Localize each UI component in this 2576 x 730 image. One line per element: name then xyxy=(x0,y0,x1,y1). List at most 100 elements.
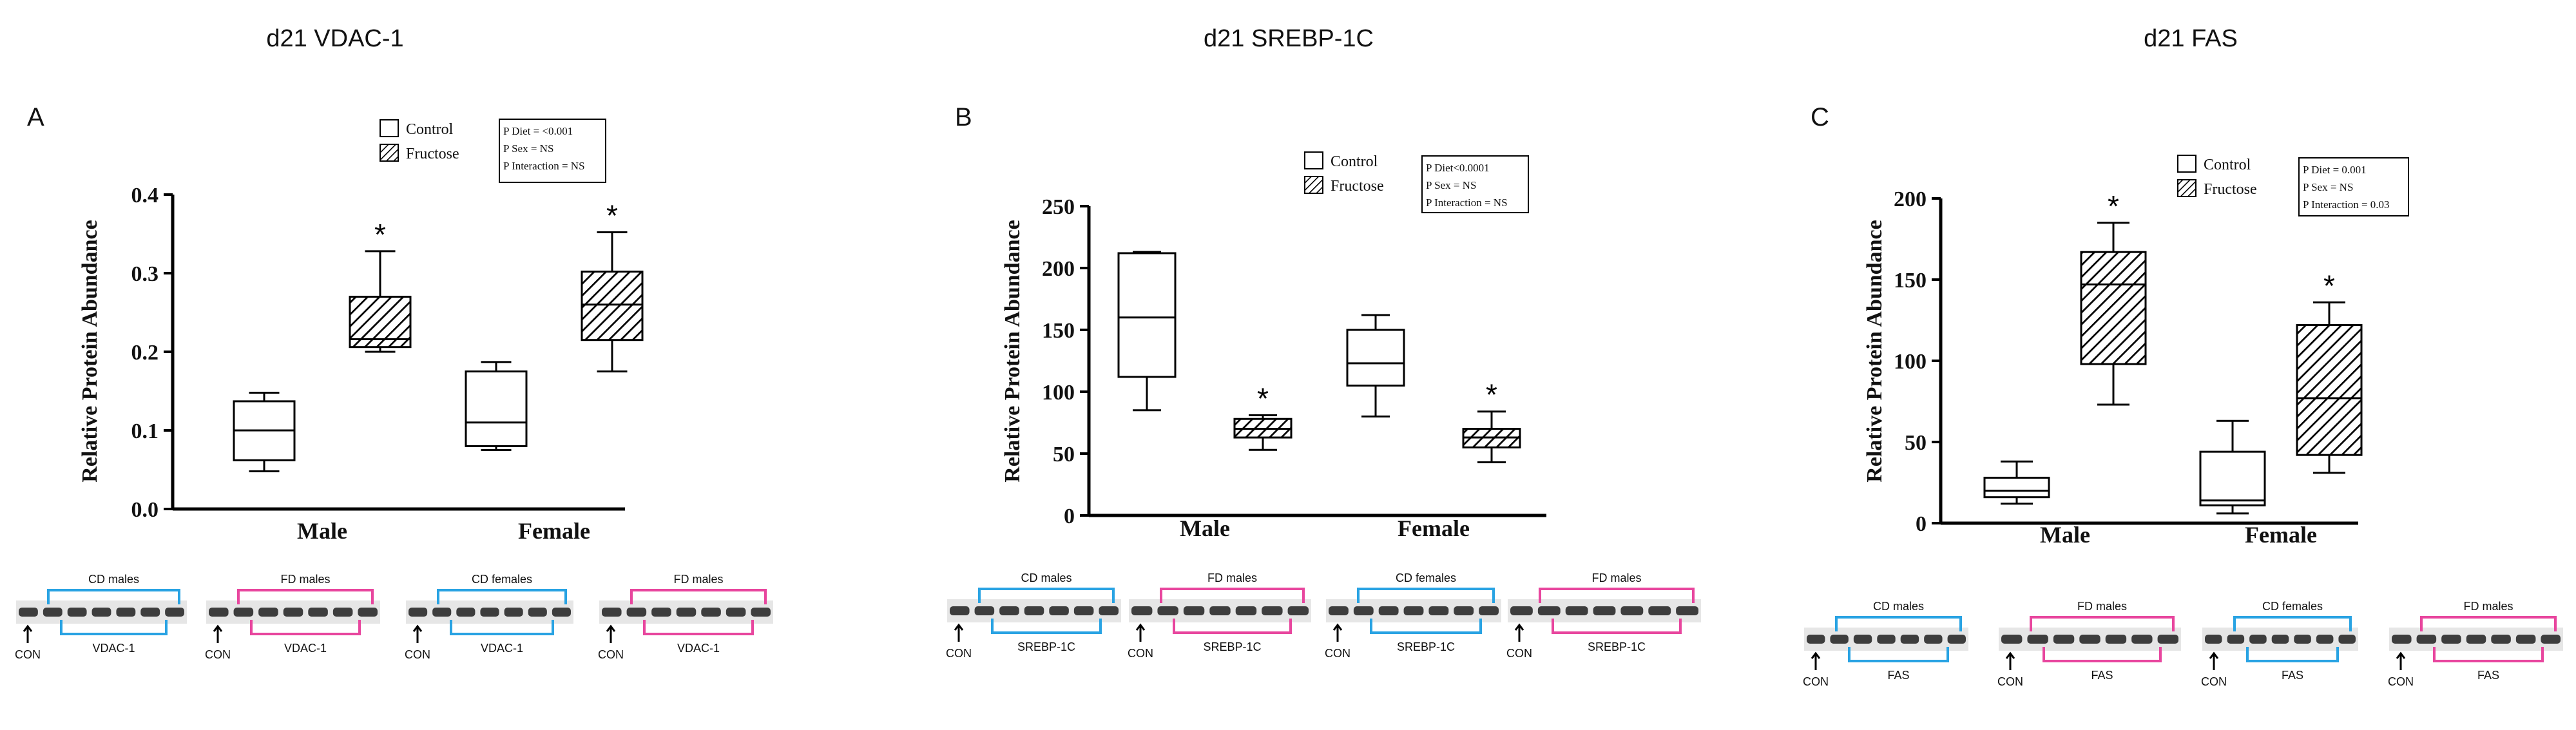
x-category-label: Male xyxy=(297,518,347,544)
blot-band xyxy=(91,608,111,617)
group-bracket-bottom xyxy=(2433,647,2544,662)
blot-band xyxy=(358,608,378,617)
up-arrow-icon xyxy=(606,624,616,643)
stats-line: P Diet<0.0001 xyxy=(1426,162,1490,174)
y-tick-label: 150 xyxy=(1042,319,1075,343)
y-tick-label: 0.4 xyxy=(131,184,159,207)
group-label: CD females xyxy=(1396,572,1456,584)
blot-band xyxy=(1830,635,1849,644)
y-tick-label: 50 xyxy=(1905,431,1927,455)
western-blot-strip: FD males SREBP-1C CON xyxy=(1128,572,1311,660)
y-tick-label: 200 xyxy=(1042,257,1075,281)
stats-line: P Sex = NS xyxy=(503,142,553,155)
y-tick-label: 250 xyxy=(1042,195,1075,219)
blot-band xyxy=(1648,606,1671,615)
blot-band xyxy=(2466,635,2486,644)
legend-label: Control xyxy=(2204,157,2251,173)
group-bracket-top xyxy=(1160,588,1305,603)
blot-band xyxy=(2131,635,2153,644)
legend-label: Control xyxy=(1331,153,1378,170)
blot-band xyxy=(233,608,254,617)
blot-band xyxy=(19,608,38,617)
box-iqr xyxy=(2296,324,2363,456)
blot-band xyxy=(2541,635,2561,644)
con-label: CON xyxy=(1506,647,1532,660)
group-bracket-bottom xyxy=(1552,619,1682,634)
box-fructose-female: * xyxy=(2296,269,2363,474)
blot-band xyxy=(974,606,995,615)
group-label: CD males xyxy=(1873,600,1924,613)
group-bracket-top xyxy=(47,589,180,604)
box-iqr xyxy=(1117,252,1177,378)
y-tick-label: 0 xyxy=(1064,504,1075,528)
significance-star: * xyxy=(606,199,618,233)
group-bracket-bottom xyxy=(2246,647,2339,662)
western-blot-strip: FD males VDAC-1 CON xyxy=(205,573,380,661)
box-iqr xyxy=(2080,251,2147,365)
blot-band xyxy=(409,608,428,617)
y-tick-label: 0 xyxy=(1916,512,1927,536)
group-label: CD females xyxy=(472,573,532,586)
up-arrow-icon xyxy=(2396,651,2406,670)
panel-c: d21 FAS C 0 50 100 150 200 Relative Protein Abu… xyxy=(1803,25,2563,688)
box-fructose-female: * xyxy=(1462,378,1521,463)
box-iqr xyxy=(465,370,528,447)
blot-band xyxy=(1329,606,1349,615)
con-label: CON xyxy=(1997,675,2023,688)
blot-band xyxy=(552,608,571,617)
box-control-female xyxy=(465,361,528,451)
blot-band xyxy=(1209,606,1231,615)
up-arrow-icon xyxy=(954,623,964,642)
box-control-male xyxy=(233,391,296,472)
blot-band xyxy=(2392,635,2412,644)
western-blot-strip: FD males SREBP-1C CON xyxy=(1506,572,1701,660)
significance-star: * xyxy=(374,218,386,251)
y-tick-label: 50 xyxy=(1053,443,1075,466)
blot-band xyxy=(726,608,746,617)
blot-band xyxy=(1900,635,1919,644)
blot-band xyxy=(2001,635,2023,644)
legend-swatch xyxy=(380,144,399,162)
group-label: FD males xyxy=(2077,600,2127,613)
con-label: CON xyxy=(1325,647,1350,660)
blot-band xyxy=(1454,606,1474,615)
blot-band xyxy=(1262,606,1283,615)
legend-swatch xyxy=(2177,179,2196,197)
significance-star: * xyxy=(2108,189,2119,223)
up-arrow-icon xyxy=(213,624,223,643)
group-bracket-top xyxy=(437,589,567,604)
con-label: CON xyxy=(946,647,972,660)
group-bracket-top xyxy=(2420,616,2557,631)
chart-title: d21 FAS xyxy=(2144,25,2238,52)
up-arrow-icon xyxy=(1514,623,1524,642)
box-fructose-male: * xyxy=(349,218,412,353)
blot-band xyxy=(950,606,970,615)
group-label: FD males xyxy=(2463,600,2513,613)
y-tick-label: 100 xyxy=(1894,350,1927,374)
group-label: CD males xyxy=(88,573,139,586)
con-label: CON xyxy=(2201,675,2227,688)
group-label: CD females xyxy=(2262,600,2323,613)
con-label: CON xyxy=(405,648,430,661)
blot-band xyxy=(2491,635,2511,644)
blot-band xyxy=(1183,606,1205,615)
blot-band xyxy=(1287,606,1309,615)
group-label: CD males xyxy=(1021,572,1072,584)
chart-title: d21 SREBP-1C xyxy=(1204,25,1374,52)
protein-label: VDAC-1 xyxy=(481,642,523,655)
box-control-male xyxy=(1117,251,1177,412)
group-bracket-top xyxy=(2233,616,2352,631)
western-blot-strip: FD males FAS CON xyxy=(1997,600,2181,688)
western-blot-strip: CD females FAS CON xyxy=(2201,600,2358,688)
legend-swatch xyxy=(380,119,399,137)
box-iqr xyxy=(1346,329,1405,387)
group-bracket-top xyxy=(1357,588,1495,603)
group-bracket-bottom xyxy=(1848,647,1949,662)
blot-band xyxy=(43,608,62,617)
up-arrow-icon xyxy=(2209,651,2219,670)
box-control-female xyxy=(2199,419,2266,515)
stats-line: P Sex = NS xyxy=(2303,181,2353,193)
group-bracket-top xyxy=(1835,616,1962,631)
blot-band xyxy=(2338,635,2356,644)
